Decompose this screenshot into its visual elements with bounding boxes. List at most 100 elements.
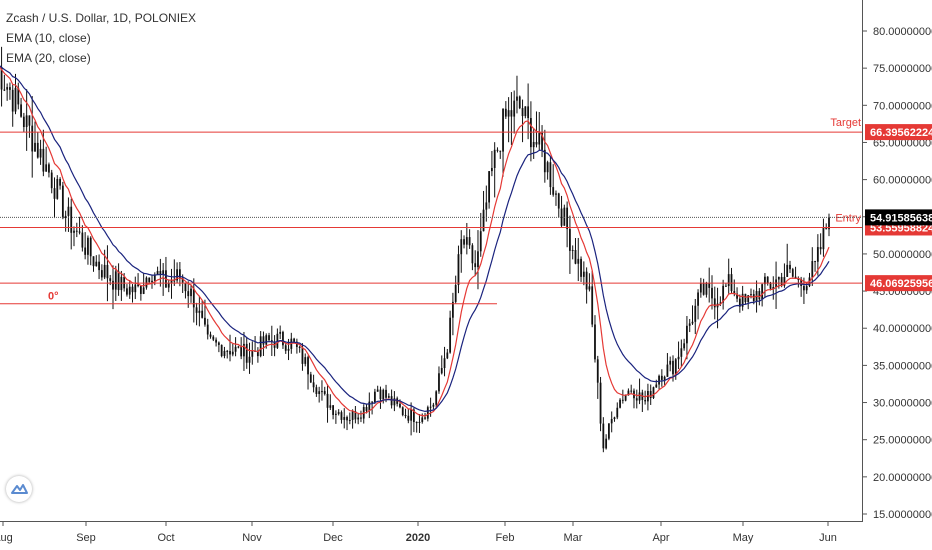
candle-body bbox=[31, 125, 34, 152]
candle-body bbox=[513, 100, 516, 117]
x-tick-label: May bbox=[733, 532, 754, 544]
candle-body bbox=[117, 271, 120, 291]
candle-body bbox=[326, 393, 329, 408]
candle-body bbox=[215, 339, 217, 343]
candle-body bbox=[315, 387, 318, 394]
candle-body bbox=[25, 115, 28, 128]
candle-body bbox=[309, 374, 312, 383]
y-tick-label: 75.00000000 bbox=[873, 63, 932, 75]
candle-body bbox=[468, 237, 471, 246]
candle-body bbox=[524, 106, 527, 117]
candle-body bbox=[385, 389, 387, 398]
candle-body bbox=[669, 360, 672, 365]
candle-body bbox=[421, 417, 424, 422]
candle-body bbox=[563, 207, 566, 226]
x-tick-label: Sep bbox=[76, 532, 96, 544]
ema20-line bbox=[0, 65, 830, 413]
candle-body bbox=[337, 412, 340, 414]
candle-body bbox=[477, 251, 479, 268]
candle-body bbox=[490, 167, 493, 172]
tradingview-logo[interactable] bbox=[6, 476, 32, 502]
x-tick-label: Aug bbox=[0, 532, 13, 544]
candle-body bbox=[619, 399, 621, 408]
y-tick-label: 65.00000000 bbox=[873, 137, 932, 149]
ema20-legend: EMA (20, close) bbox=[6, 51, 91, 65]
candle-body bbox=[733, 291, 736, 294]
candle-body bbox=[276, 333, 279, 348]
candle-body bbox=[766, 276, 769, 284]
candle-body bbox=[53, 188, 56, 199]
candle-body bbox=[382, 389, 385, 400]
candle-body bbox=[418, 421, 421, 423]
candle-body bbox=[580, 258, 582, 277]
candle-body bbox=[649, 390, 652, 398]
candle-body bbox=[321, 391, 323, 393]
candle-body bbox=[312, 382, 315, 388]
x-tick-label: 2020 bbox=[406, 532, 430, 544]
candle-body bbox=[485, 202, 488, 210]
candle-body bbox=[624, 395, 627, 401]
x-tick-label: Mar bbox=[564, 532, 583, 544]
candle-body bbox=[128, 286, 131, 295]
candle-body bbox=[87, 237, 89, 255]
candle-body bbox=[226, 350, 229, 352]
candle-body bbox=[496, 149, 499, 151]
candle-body bbox=[50, 172, 53, 189]
candle-body bbox=[680, 348, 683, 357]
candle-body bbox=[655, 384, 658, 388]
candle-body bbox=[198, 310, 201, 313]
candle-body bbox=[59, 178, 61, 186]
candle-body bbox=[432, 404, 435, 407]
candle-body bbox=[95, 261, 98, 267]
candle-body bbox=[153, 274, 156, 281]
candle-body bbox=[114, 271, 117, 290]
candle-body bbox=[28, 115, 31, 126]
candle-body bbox=[691, 321, 694, 324]
candle-body bbox=[61, 185, 64, 219]
candle-body bbox=[602, 423, 605, 449]
x-tick-label: Dec bbox=[323, 532, 343, 544]
candle-body bbox=[711, 287, 713, 299]
y-tick-label: 80.00000000 bbox=[873, 26, 932, 38]
candle-body bbox=[451, 301, 454, 318]
candle-body bbox=[758, 291, 761, 300]
candle-body bbox=[783, 276, 786, 286]
candle-body bbox=[373, 391, 376, 403]
candle-body bbox=[504, 108, 507, 117]
candle-body bbox=[268, 335, 270, 341]
candle-body bbox=[265, 335, 268, 345]
candle-body bbox=[465, 237, 468, 245]
candle-body bbox=[699, 283, 702, 293]
candle-body bbox=[42, 148, 45, 172]
candle-body bbox=[334, 413, 337, 415]
candle-body bbox=[56, 178, 59, 199]
candle-body bbox=[569, 229, 571, 251]
candle-body bbox=[658, 375, 660, 385]
price-level-name: Entry bbox=[835, 212, 861, 224]
candle-body bbox=[571, 250, 574, 252]
candle-body bbox=[591, 286, 594, 325]
candle-body bbox=[357, 417, 360, 420]
candle-body bbox=[460, 239, 463, 255]
candle-body bbox=[295, 341, 298, 347]
candle-body bbox=[159, 270, 162, 275]
candle-body bbox=[552, 187, 555, 195]
candle-body bbox=[471, 245, 474, 264]
candle-body bbox=[0, 67, 3, 90]
candle-body bbox=[627, 390, 630, 396]
y-tick-label: 15.00000000 bbox=[873, 509, 932, 521]
candle-body bbox=[287, 348, 290, 351]
candle-body bbox=[262, 336, 265, 345]
candle-body bbox=[39, 148, 42, 158]
candle-body bbox=[725, 285, 727, 287]
y-tick-label: 50.00000000 bbox=[873, 249, 932, 261]
candle-body bbox=[686, 325, 688, 344]
candle-body bbox=[92, 256, 95, 267]
candle-body bbox=[9, 87, 11, 90]
candle-body bbox=[279, 331, 282, 334]
candle-body bbox=[805, 286, 808, 291]
candle-body bbox=[360, 417, 362, 419]
candle-body bbox=[694, 305, 697, 322]
y-tick-label: 35.00000000 bbox=[873, 360, 932, 372]
